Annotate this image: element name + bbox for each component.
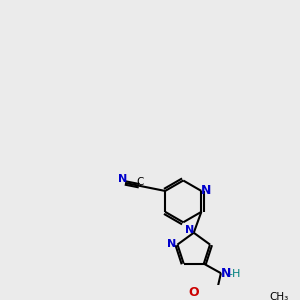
Text: N: N [185,225,195,235]
Text: CH₃: CH₃ [269,292,288,300]
Text: N: N [220,267,231,280]
Text: N: N [201,184,211,197]
Text: C: C [136,177,144,187]
Text: N: N [118,174,127,184]
Text: -H: -H [228,269,240,279]
Text: N: N [167,238,176,249]
Text: O: O [188,286,199,299]
